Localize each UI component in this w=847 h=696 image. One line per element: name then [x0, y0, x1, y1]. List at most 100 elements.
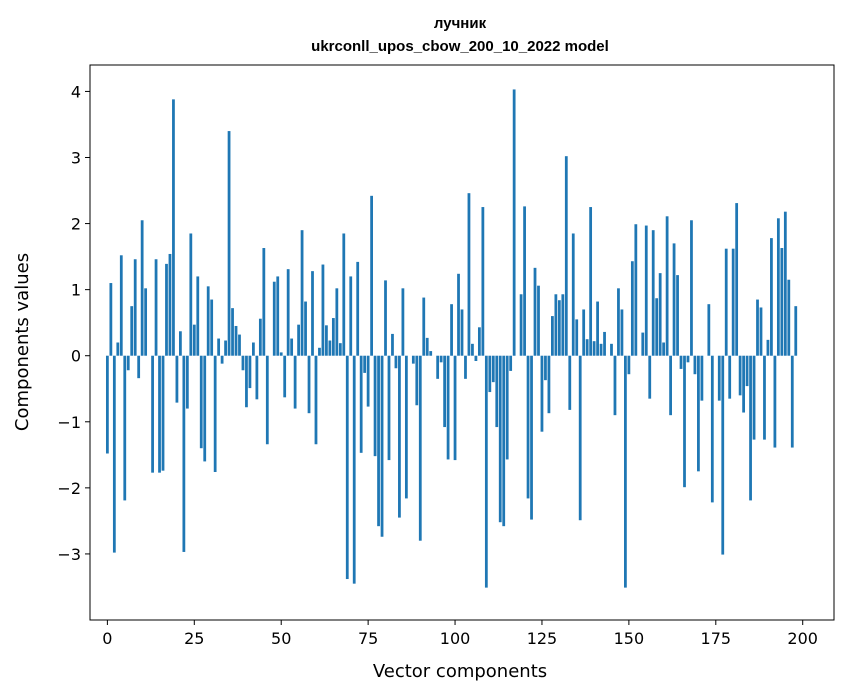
bar	[672, 243, 676, 356]
bar	[530, 355, 533, 520]
bar	[634, 224, 638, 356]
bar	[220, 355, 224, 364]
bar	[697, 355, 700, 472]
bar	[582, 309, 586, 356]
bar	[262, 248, 266, 356]
bar	[557, 300, 561, 356]
y-tick-label: −1	[57, 413, 81, 432]
bar	[599, 343, 603, 356]
bar	[286, 269, 290, 356]
bar	[686, 355, 690, 363]
x-tick-label: 175	[701, 629, 732, 648]
x-tick-label: 200	[787, 629, 818, 648]
bar	[561, 294, 565, 356]
x-tick-label: 75	[358, 629, 378, 648]
bar	[651, 230, 655, 356]
bar	[123, 355, 127, 501]
bar	[544, 355, 547, 381]
bar	[710, 355, 714, 503]
bar	[460, 309, 464, 356]
bar	[537, 285, 540, 356]
bar	[766, 339, 770, 356]
bar	[693, 355, 697, 375]
bar	[770, 238, 773, 356]
bar	[345, 355, 349, 580]
bar	[783, 211, 787, 356]
x-ticks: 0 25 50 75 100 125 150 175 200	[102, 620, 818, 648]
y-tick-label: 3	[71, 149, 81, 168]
bar	[314, 355, 318, 445]
bar	[443, 355, 447, 428]
bar	[589, 207, 593, 356]
bar	[175, 355, 179, 403]
bar	[245, 355, 248, 408]
bar	[189, 233, 193, 356]
bar	[307, 355, 311, 414]
bar	[276, 276, 280, 356]
bar	[630, 261, 634, 356]
bar	[790, 355, 794, 448]
bar	[258, 318, 262, 356]
chart-title: лучник	[434, 15, 487, 32]
bar	[676, 275, 679, 356]
bar	[283, 355, 287, 398]
bar	[505, 355, 509, 460]
bar	[617, 288, 620, 356]
bar	[325, 325, 328, 356]
bar	[293, 355, 297, 409]
bar	[265, 355, 269, 445]
bar	[464, 355, 467, 379]
bar	[749, 355, 752, 501]
bar	[179, 331, 182, 356]
bar	[509, 355, 513, 371]
bar	[335, 288, 339, 356]
bar	[328, 340, 332, 356]
bar	[126, 355, 130, 371]
bar	[398, 355, 401, 518]
bar	[763, 355, 766, 440]
bar	[331, 318, 335, 356]
plot-frame	[89, 64, 835, 621]
bar	[655, 298, 659, 356]
bar	[724, 248, 728, 356]
bar	[735, 203, 739, 356]
x-axis-label: Vector components	[373, 661, 547, 682]
bar	[272, 281, 276, 356]
bar	[756, 299, 759, 356]
bar	[231, 308, 234, 356]
bar	[373, 355, 377, 457]
bar	[342, 233, 346, 356]
bar	[384, 280, 387, 356]
bar	[457, 273, 460, 356]
bar	[140, 220, 144, 356]
bar	[411, 355, 415, 364]
bar	[547, 355, 551, 414]
bar	[199, 355, 203, 449]
x-tick-label: 125	[527, 629, 558, 648]
bar	[679, 355, 683, 369]
bar	[172, 99, 175, 356]
bar	[182, 355, 186, 552]
bar	[415, 355, 419, 406]
bar	[498, 355, 502, 523]
y-tick-label: −2	[57, 479, 81, 498]
bar	[627, 355, 631, 375]
bar	[196, 276, 200, 356]
bar	[446, 355, 450, 460]
bar	[238, 334, 241, 356]
bar	[252, 342, 255, 356]
bar	[130, 306, 134, 356]
bar	[502, 355, 506, 527]
bar	[105, 355, 109, 454]
y-tick-label: 1	[71, 281, 81, 300]
bar	[203, 355, 207, 462]
bar	[575, 319, 579, 356]
bar	[780, 248, 784, 356]
bar	[227, 131, 231, 356]
bar	[467, 193, 471, 356]
y-tick-label: 4	[71, 82, 81, 101]
bar	[119, 255, 123, 356]
y-axis-label: Components values	[12, 253, 33, 431]
x-tick-label: 150	[614, 629, 645, 648]
bar	[554, 294, 558, 356]
